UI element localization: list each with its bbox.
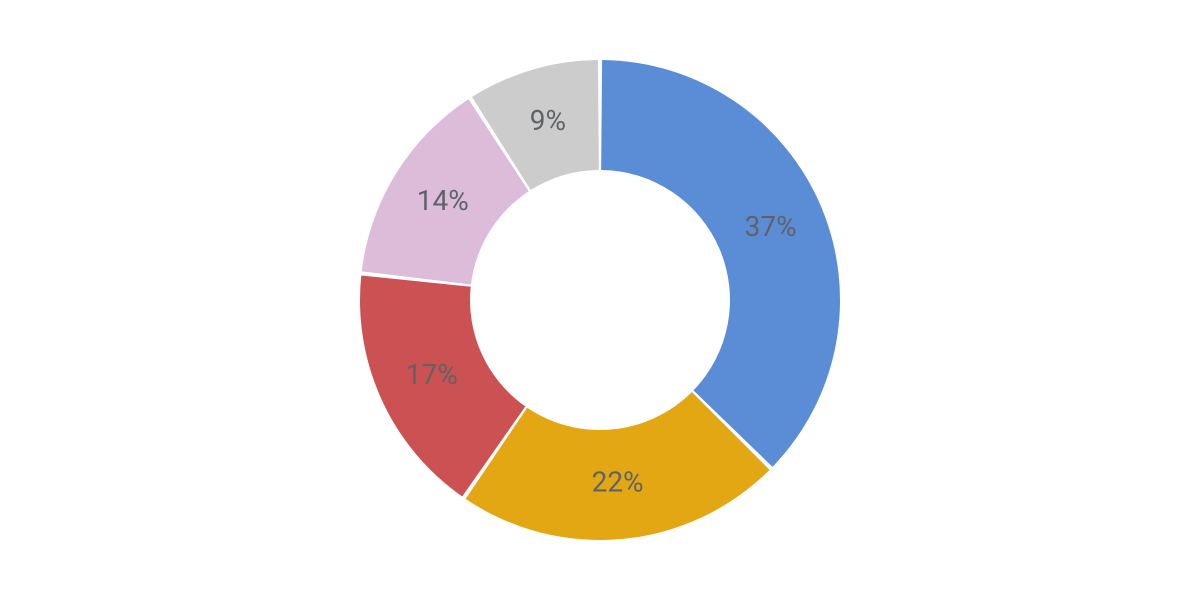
donut-chart-svg: 37% 22% 17% 14% 9% xyxy=(0,0,1200,600)
donut-slice xyxy=(601,60,840,467)
donut-slice-label: 17% xyxy=(406,358,458,391)
donut-slice-label: 9% xyxy=(530,104,566,137)
donut-slice-label: 14% xyxy=(417,184,469,217)
donut-chart: 37% 22% 17% 14% 9% xyxy=(0,0,1200,600)
donut-slice-label: 37% xyxy=(745,210,797,243)
donut-slice-label: 22% xyxy=(592,466,644,499)
